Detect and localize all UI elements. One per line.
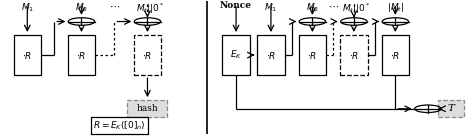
Text: $M_2$: $M_2$ — [306, 1, 319, 14]
Bar — [14, 35, 41, 75]
Text: $E_K$: $E_K$ — [230, 49, 242, 61]
Text: $M_t||0^*$: $M_t||0^*$ — [136, 1, 164, 16]
Text: $\cdot R$: $\cdot R$ — [390, 50, 401, 61]
Text: $\cdot R$: $\cdot R$ — [307, 50, 318, 61]
Text: T: T — [448, 104, 455, 113]
Text: $\cdot R$: $\cdot R$ — [349, 50, 359, 61]
Text: $\cdots$: $\cdots$ — [328, 1, 339, 10]
Text: $M_t||0^*$: $M_t||0^*$ — [342, 1, 371, 16]
Bar — [257, 35, 284, 75]
Text: $\cdot R$: $\cdot R$ — [142, 50, 153, 61]
Text: $\cdots$: $\cdots$ — [109, 1, 120, 10]
Text: $\cdot R$: $\cdot R$ — [76, 50, 87, 61]
Text: $\cdot R$: $\cdot R$ — [266, 50, 276, 61]
Text: $\cdot R$: $\cdot R$ — [22, 50, 32, 61]
Bar — [382, 35, 409, 75]
Bar — [438, 100, 465, 118]
Bar — [340, 35, 367, 75]
Bar — [299, 35, 326, 75]
Text: $M_1$: $M_1$ — [21, 1, 34, 14]
Text: $R = E_K([0]_n)$: $R = E_K([0]_n)$ — [93, 119, 146, 132]
Bar — [134, 35, 161, 75]
Text: $|M_t|$: $|M_t|$ — [387, 1, 404, 14]
Bar — [222, 35, 250, 75]
Text: Nonce: Nonce — [220, 1, 252, 10]
Text: $M_2$: $M_2$ — [75, 1, 88, 14]
Bar — [68, 35, 95, 75]
Text: $M_1$: $M_1$ — [264, 1, 278, 14]
Text: hash: hash — [137, 104, 158, 113]
Bar — [128, 100, 167, 118]
